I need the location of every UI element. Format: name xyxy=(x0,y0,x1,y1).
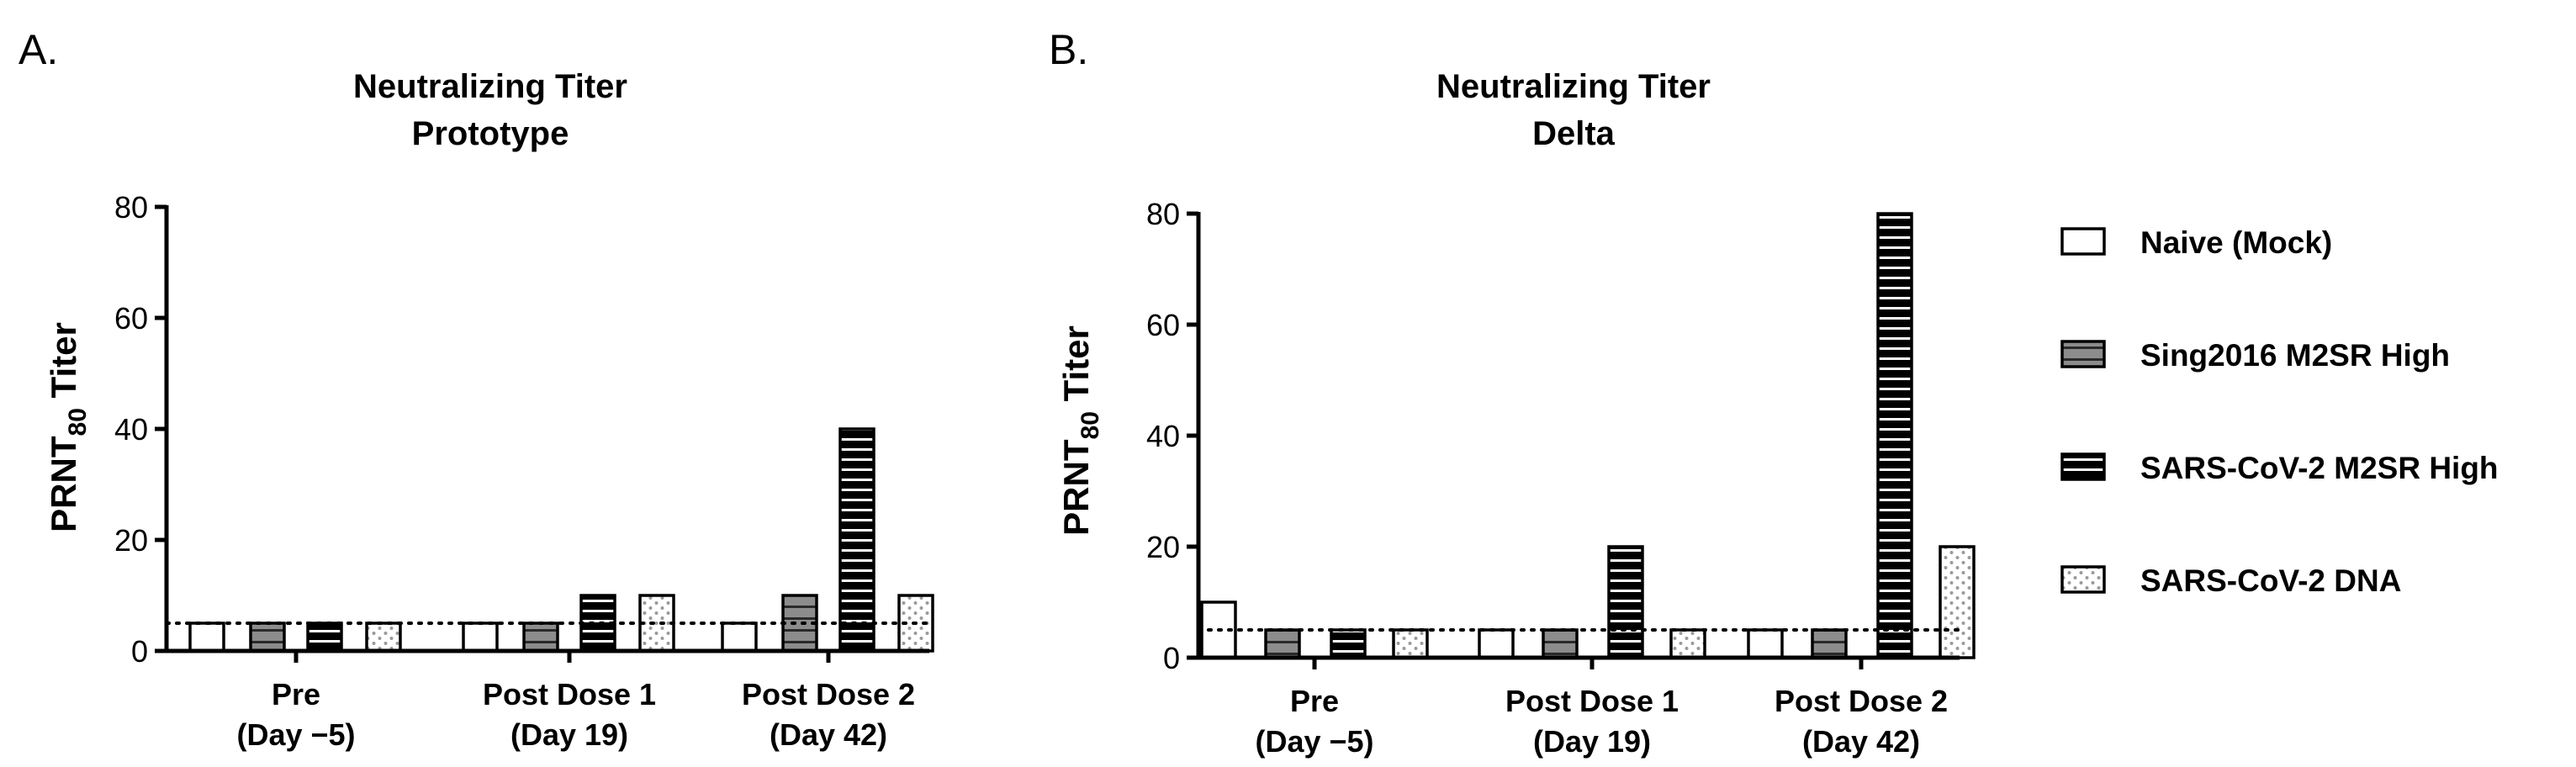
bar-dots-0 xyxy=(365,622,402,653)
bar-white-0 xyxy=(188,622,225,653)
bar-gray-0 xyxy=(1264,628,1301,659)
x-tick-label: (Day −5) xyxy=(1255,724,1373,759)
chart-title-line1: Neutralizing Titer xyxy=(353,68,627,105)
y-tick-label: 60 xyxy=(114,301,148,336)
y-tick-label: 20 xyxy=(114,523,148,558)
y-tick-label: 80 xyxy=(1146,197,1180,231)
bar-black-0 xyxy=(306,622,343,653)
bar-gray-2 xyxy=(1811,628,1848,659)
y-tick-label: 80 xyxy=(114,190,148,225)
y-tick-label: 0 xyxy=(131,634,148,669)
x-tick-label: (Day 19) xyxy=(510,717,628,752)
panel-label: A. xyxy=(19,26,58,73)
bar-white-1 xyxy=(1478,628,1515,659)
y-ticks: 0 20 40 60 80 xyxy=(114,190,167,669)
y-axis-label-main: PRNT xyxy=(1056,439,1096,536)
panel-a: A. Neutralizing Titer Prototype PRNT80 T… xyxy=(19,26,934,752)
chart-title-line1: Neutralizing Titer xyxy=(1436,68,1711,105)
bars xyxy=(1200,212,1976,659)
legend-swatch-white xyxy=(2060,227,2106,256)
bar-white-2 xyxy=(1747,628,1784,659)
x-tick-labels: Pre (Day −5) Post Dose 1 (Day 19) Post Dose … xyxy=(1255,658,1948,759)
bar-white-2 xyxy=(721,622,758,653)
y-tick-label: 60 xyxy=(1146,308,1180,342)
x-tick-label: Post Dose 1 xyxy=(483,677,656,711)
bar-black-2 xyxy=(838,427,875,653)
legend: Naive (Mock) Sing2016 M2SR High SARS-CoV-2… xyxy=(2060,225,2499,598)
y-axis-label-suffix: Titer xyxy=(1056,325,1096,411)
chart-title-line2: Prototype xyxy=(412,115,569,152)
bar-gray-1 xyxy=(1542,628,1579,659)
bar-black-2 xyxy=(1876,212,1913,659)
x-tick-label: Post Dose 2 xyxy=(1775,684,1948,718)
y-axis-label: PRNT80 Titer xyxy=(44,322,92,532)
x-tick-label: Pre xyxy=(1290,684,1339,718)
x-tick-label: (Day −5) xyxy=(236,717,355,752)
y-tick-label: 20 xyxy=(1146,530,1180,564)
bars xyxy=(188,427,934,653)
bar-dots-1 xyxy=(1669,628,1706,659)
bar-gray-0 xyxy=(249,622,286,653)
axes xyxy=(1196,212,1961,660)
legend-label: SARS-CoV-2 DNA xyxy=(2140,563,2401,598)
bar-dots-2 xyxy=(1939,545,1976,659)
y-axis-label-suffix: Titer xyxy=(44,322,83,408)
y-axis-label-main: PRNT xyxy=(44,436,83,532)
chart-title-line2: Delta xyxy=(1532,115,1616,152)
bar-dots-0 xyxy=(1392,628,1429,659)
legend-swatch-black xyxy=(2060,452,2106,481)
x-tick-label: Pre xyxy=(272,677,320,711)
x-tick-label: (Day 19) xyxy=(1533,724,1651,759)
bar-gray-1 xyxy=(522,622,559,653)
legend-label: SARS-CoV-2 M2SR High xyxy=(2140,451,2499,485)
x-tick-label: (Day 42) xyxy=(1802,724,1920,759)
panel-label: B. xyxy=(1049,26,1088,73)
legend-swatch-dots xyxy=(2060,565,2106,594)
legend-label: Naive (Mock) xyxy=(2140,225,2332,260)
bar-black-0 xyxy=(1330,628,1367,659)
y-axis-label-sub: 80 xyxy=(64,408,92,436)
x-tick-labels: Pre (Day −5) Post Dose 1 (Day 19) Post Dose … xyxy=(236,651,915,752)
y-axis-label-sub: 80 xyxy=(1076,411,1104,439)
x-tick-label: Post Dose 1 xyxy=(1505,684,1679,718)
y-tick-label: 40 xyxy=(114,412,148,447)
legend-label: Sing2016 M2SR High xyxy=(2140,338,2450,373)
y-ticks: 0 20 40 60 80 xyxy=(1146,197,1198,675)
y-tick-label: 40 xyxy=(1146,419,1180,453)
y-tick-label: 0 xyxy=(1163,641,1180,675)
y-axis-label: PRNT80 Titer xyxy=(1056,325,1104,536)
axes xyxy=(164,205,931,653)
x-tick-label: Post Dose 2 xyxy=(742,677,915,711)
x-tick-label: (Day 42) xyxy=(770,717,887,752)
panel-b: B. Neutralizing Titer Delta PRNT80 Titer… xyxy=(1049,26,1976,759)
bar-black-1 xyxy=(1607,545,1644,659)
bar-white-1 xyxy=(462,622,499,653)
legend-swatch-gray xyxy=(2060,340,2106,368)
